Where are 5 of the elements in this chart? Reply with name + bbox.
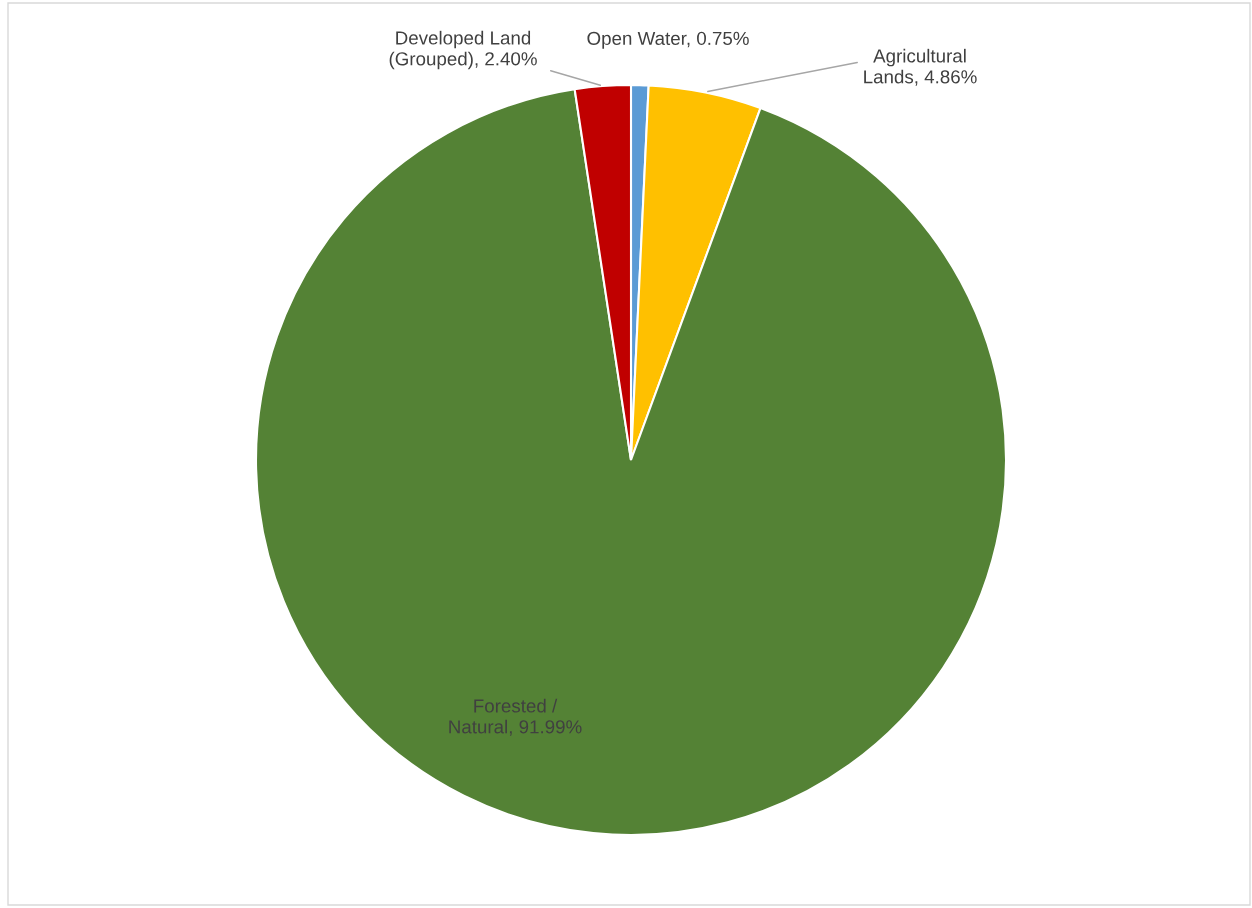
slice-label: Forested / Natural, 91.99% (449, 698, 582, 736)
slice-label: Agricultural Lands, 4.86% (864, 48, 977, 86)
pie-slice (254, 88, 1007, 837)
slice-label: Open Water, 0.75% (587, 31, 749, 49)
slice-label: Developed Land (Grouped), 2.40% (389, 30, 537, 70)
